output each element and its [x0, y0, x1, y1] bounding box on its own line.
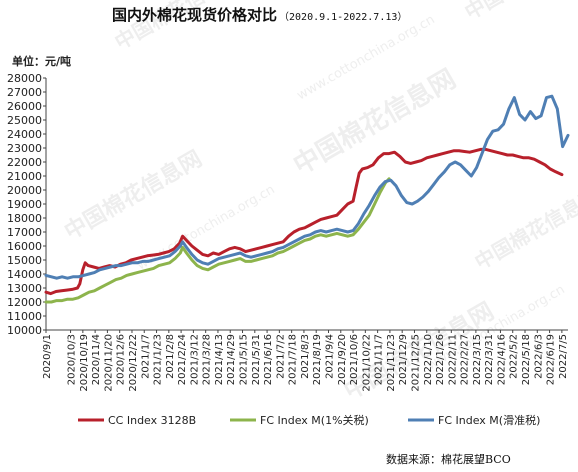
x-tick-label: 2021/6/16: [263, 334, 274, 385]
y-tick-label: 23000: [7, 142, 42, 155]
x-tick-label: 2021/12/9: [398, 334, 409, 385]
y-tick-label: 24000: [7, 128, 42, 141]
y-axis-label: 单位：元/吨: [12, 54, 71, 68]
x-tick-label: 2020/9/1: [42, 334, 53, 379]
y-tick-label: 16000: [7, 240, 42, 253]
x-tick-label: 2021/5/15: [239, 334, 250, 385]
y-tick-label: 11000: [7, 310, 42, 323]
legend-item-2: FC Index M(1%关税): [230, 413, 369, 427]
y-tick-label: 19000: [7, 198, 42, 211]
watermark-cn: 中国棉花信息网: [60, 146, 206, 246]
x-tick-label: 2021/3/12: [189, 334, 200, 385]
legend-label: FC Index M(1%关税): [260, 413, 369, 427]
x-tick-label: 2021/1/7: [140, 334, 151, 379]
y-tick-label: 12000: [7, 296, 42, 309]
y-tick-label: 15000: [7, 254, 42, 267]
series-3: [44, 94, 570, 280]
y-tick-label: 20000: [7, 184, 42, 197]
watermark-cn: 中国棉花信息网: [471, 184, 578, 275]
x-tick-label: 2020/10/3: [67, 334, 78, 385]
y-tick-label: 26000: [7, 100, 42, 113]
x-tick-label: 2021/2/8: [165, 334, 176, 379]
y-tick-label: 22000: [7, 156, 42, 169]
series-layer: [44, 94, 570, 304]
legend: CC Index 3128B FC Index M(1%关税) FC Index M…: [78, 413, 540, 427]
x-tick-label: 2021/11/7: [374, 334, 385, 385]
x-tick-label: 2021/9/4: [324, 334, 335, 379]
x-tick-label: 2022/1/26: [435, 334, 446, 385]
x-tick-label: 2022/1/10: [423, 334, 434, 385]
series-line: [44, 177, 391, 304]
legend-item-3: FC Index M(滑准税): [408, 413, 540, 427]
series-1: [44, 147, 564, 296]
x-tick-label: 2022/2/11: [447, 334, 458, 385]
y-tick-label: 18000: [7, 212, 42, 225]
x-tick-label: 2022/6/19: [546, 334, 557, 385]
x-tick-label: 2021/9/20: [337, 334, 348, 385]
x-tick-label: 2022/5/18: [521, 334, 532, 385]
x-axis: 2020/9/1 2020/10/3 2020/10/19 2020/11/4 2020…: [42, 329, 569, 392]
x-tick-label: 2021/8/3: [300, 334, 311, 379]
series-line: [44, 94, 570, 280]
x-tick-label: 2022/5/2: [509, 334, 520, 379]
y-tick-label: 28000: [7, 72, 42, 85]
y-tick-label: 27000: [7, 86, 42, 99]
x-tick-label: 2020/12/6: [116, 334, 127, 385]
y-tick-label: 13000: [7, 282, 42, 295]
chart-title-main: 国内外棉花现货价格对比: [112, 6, 277, 24]
x-tick-label: 2021/10/22: [361, 334, 372, 392]
x-tick-label: 2022/3/15: [472, 334, 483, 385]
source-text: 数据来源：棉花展望BCO: [386, 452, 511, 466]
x-tick-label: 2021/4/29: [226, 334, 237, 385]
legend-item-1: CC Index 3128B: [78, 414, 196, 427]
x-tick-label: 2021/11/23: [386, 334, 397, 392]
x-tick-label: 2021/12/25: [410, 334, 421, 392]
y-tick-label: 21000: [7, 170, 42, 183]
x-tick-label: 2021/2/24: [177, 334, 188, 385]
x-tick-label: 2021/5/31: [251, 334, 262, 385]
x-tick-label: 2021/1/23: [153, 334, 164, 385]
series-line: [44, 147, 564, 296]
x-tick-label: 2022/3/31: [484, 334, 495, 385]
x-tick-label: 2021/7/18: [288, 334, 299, 385]
x-tick-label: 2022/7/5: [558, 334, 569, 379]
y-tick-label: 10000: [7, 324, 42, 337]
x-tick-label: 2020/11/20: [103, 334, 114, 392]
x-tick-label: 2022/6/3: [533, 334, 544, 379]
chart-title-subtitle: （2020.9.1-2022.7.13）: [279, 11, 407, 23]
x-tick-label: 2022/2/27: [460, 334, 471, 385]
x-tick-label: 2021/4/13: [214, 334, 225, 385]
x-tick-label: 2022/4/16: [496, 334, 507, 385]
series-2: [44, 177, 391, 304]
x-tick-label: 2021/8/19: [312, 334, 323, 385]
x-tick-label: 2020/12/22: [128, 334, 139, 392]
x-tick-label: 2021/3/28: [202, 334, 213, 385]
legend-label: CC Index 3128B: [108, 414, 196, 427]
y-tick-label: 14000: [7, 268, 42, 281]
x-tick-label: 2020/11/4: [91, 334, 102, 385]
y-tick-label: 25000: [7, 114, 42, 127]
y-tick-label: 17000: [7, 226, 42, 239]
x-tick-label: 2020/10/19: [79, 334, 90, 392]
x-tick-label: 2021/10/6: [349, 334, 360, 385]
chart-title: 国内外棉花现货价格对比 （2020.9.1-2022.7.13）: [112, 6, 407, 24]
x-tick-label: 2021/7/2: [275, 334, 286, 379]
watermark-cn: 中国棉花信息网: [461, 0, 578, 24]
y-axis: 1000011000120001300014000150001600017000…: [7, 72, 47, 337]
legend-label: FC Index M(滑准税): [438, 413, 540, 427]
